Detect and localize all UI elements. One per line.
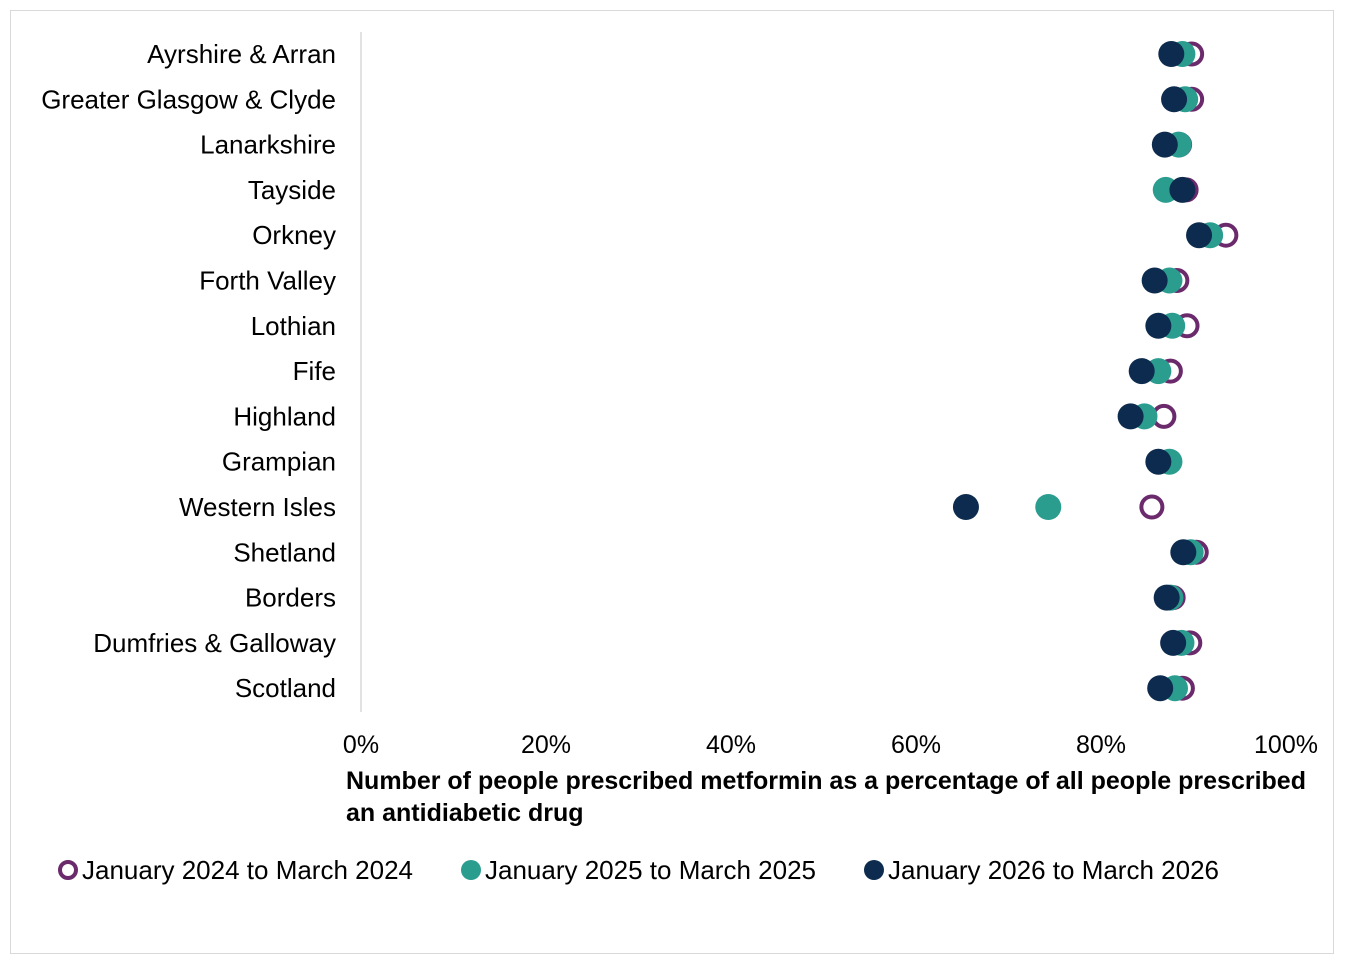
x-tick-label: 80% [1076,731,1126,759]
data-point-series-2 [1128,358,1155,385]
category-labels: Ayrshire & Arran Greater Glasgow & Clyde L… [41,39,336,703]
category-label: Tayside [248,175,336,205]
data-point-series-2 [1160,629,1187,656]
x-axis-title: Number of people prescribed metformin as… [346,767,1306,827]
data-point-series-2 [952,494,979,520]
category-label: Western Isles [179,492,336,522]
category-label: Forth Valley [199,266,336,296]
data-points [952,41,1239,702]
data-point-series-2 [1161,86,1188,113]
legend-label: January 2026 to March 2026 [888,854,1219,885]
category-label: Scotland [235,673,336,703]
data-point-series-2 [1147,675,1174,702]
data-point-series-2 [1170,539,1197,566]
x-tick-label: 0% [343,731,379,759]
category-label: Greater Glasgow & Clyde [41,84,336,114]
data-point-series-2 [1145,312,1172,339]
x-tick-label: 20% [521,731,571,759]
data-point-series-1 [1035,494,1062,520]
category-label: Ayrshire & Arran [147,39,336,69]
legend-label: January 2024 to March 2024 [82,854,413,885]
x-tick-labels: 0% 20% 40% 60% 80% 100% [343,731,1318,759]
data-point-series-0 [1139,494,1165,520]
legend-marker-teal-circle [461,860,481,880]
data-point-series-2 [1186,222,1213,249]
x-tick-label: 60% [891,731,941,759]
category-label: Dumfries & Galloway [93,628,336,658]
data-point-series-2 [1145,448,1172,475]
category-label: Highland [233,401,336,431]
category-label: Grampian [222,447,336,477]
data-point-series-2 [1117,403,1144,430]
data-point-series-2 [1151,131,1178,158]
data-point-series-2 [1169,176,1196,203]
legend-item-2026: January 2026 to March 2026 [864,855,1219,886]
x-tick-label: 40% [706,731,756,759]
legend-label: January 2025 to March 2025 [485,854,816,885]
category-label: Borders [245,583,336,613]
data-point-series-2 [1153,584,1180,611]
category-label: Orkney [252,220,336,250]
chart-frame [10,10,1334,954]
legend-item-2024: January 2024 to March 2024 [58,855,413,886]
category-label: Fife [293,356,336,386]
legend-marker-navy-circle [864,860,884,880]
data-point-series-2 [1141,267,1168,294]
category-label: Lothian [251,311,336,341]
data-point-series-2 [1158,41,1185,67]
category-label: Lanarkshire [200,130,336,160]
legend-item-2025: January 2025 to March 2025 [461,855,816,886]
x-tick-label: 100% [1254,731,1318,759]
category-label: Shetland [233,537,336,567]
legend-marker-hollow-circle [58,860,78,880]
legend: January 2024 to March 2024 January 2025 … [58,852,1219,888]
